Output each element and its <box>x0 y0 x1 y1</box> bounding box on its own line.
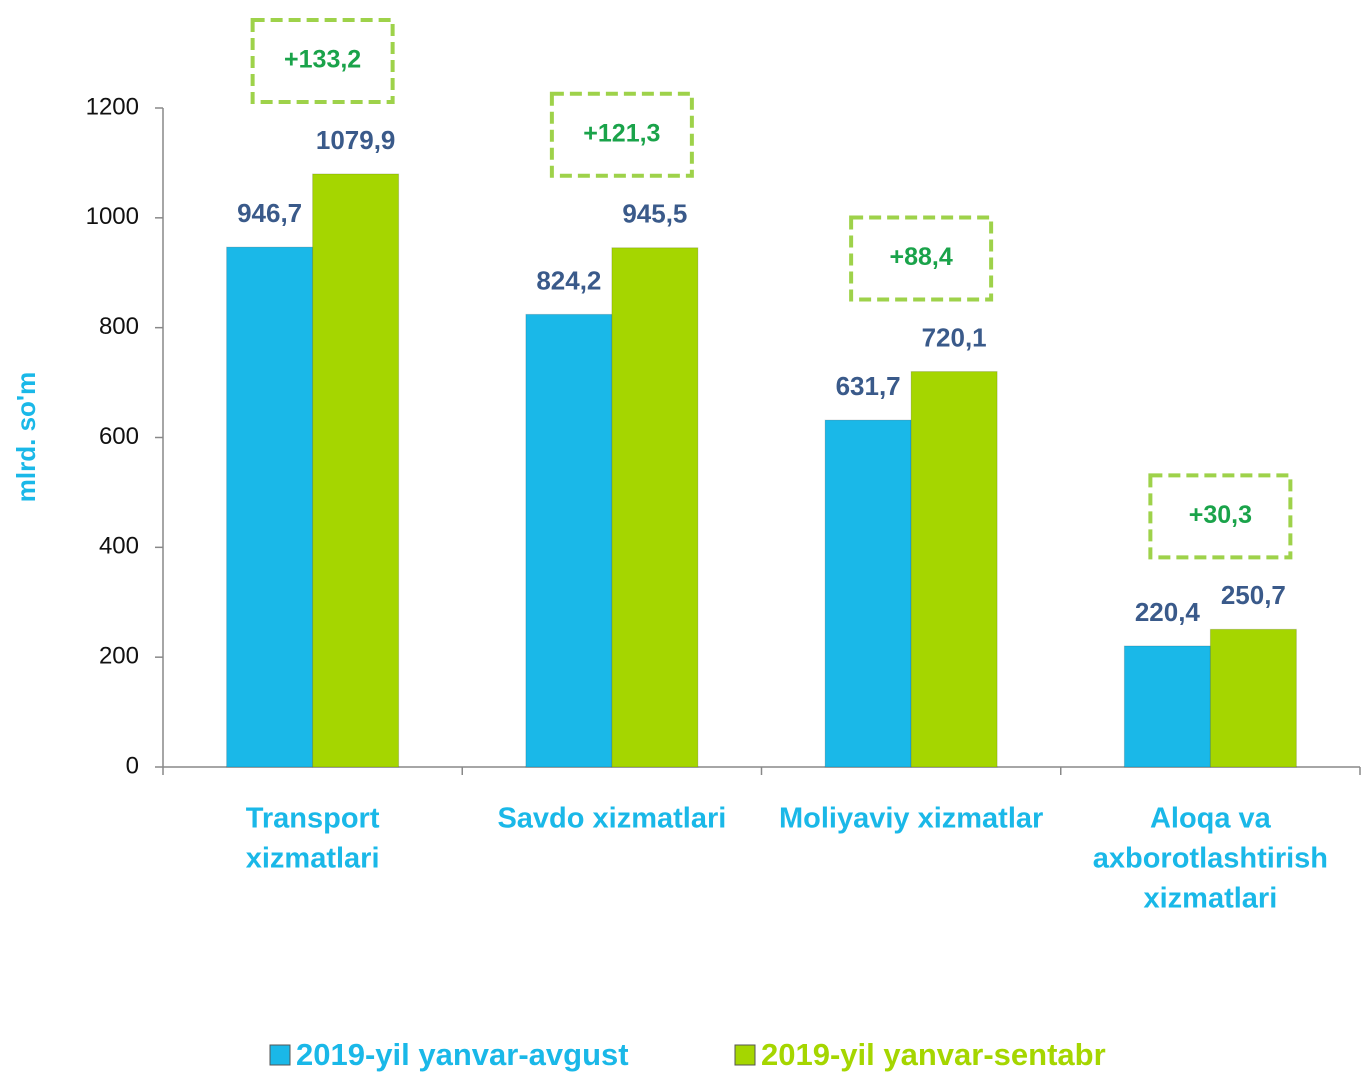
value-label: 631,7 <box>836 371 901 401</box>
annotation-box <box>250 17 395 104</box>
x-tick-label: xizmatlari <box>246 843 380 875</box>
value-label: 250,7 <box>1221 580 1286 610</box>
annotation: +121,3 <box>583 119 660 147</box>
annotation-box <box>1148 473 1293 560</box>
annotation: +133,2 <box>284 46 361 74</box>
bar <box>1209 628 1297 768</box>
bar <box>312 173 400 768</box>
y-tick-label: 800 <box>99 313 139 340</box>
x-tick-label: Transport <box>246 803 380 835</box>
x-tick-label: Moliyaviy xizmatlar <box>779 803 1043 835</box>
legend-label: 2019-yil yanvar-avgust <box>296 1037 629 1072</box>
y-tick-label: 200 <box>99 643 139 670</box>
y-tick-label: 0 <box>126 752 139 779</box>
bar <box>525 313 613 768</box>
annotation-box <box>849 215 994 302</box>
bar <box>1123 645 1211 768</box>
annotation: +88,4 <box>889 243 952 271</box>
bar <box>910 371 998 768</box>
bar <box>226 246 314 768</box>
legend-swatch <box>269 1044 291 1066</box>
x-tick-label: Aloqa va <box>1150 803 1272 835</box>
bar <box>824 419 912 768</box>
y-axis-label: mlrd. so'm <box>11 372 41 502</box>
value-label: 720,1 <box>922 322 987 352</box>
x-tick-label: axborotlashtirish <box>1093 843 1328 875</box>
x-tick-label: xizmatlari <box>1143 883 1277 915</box>
value-label: 946,7 <box>237 198 302 228</box>
y-tick-label: 600 <box>99 423 139 450</box>
bar <box>611 247 699 768</box>
value-label: 945,5 <box>622 199 687 229</box>
annotation: +30,3 <box>1189 501 1252 529</box>
x-tick-label: Savdo xizmatlari <box>497 803 726 835</box>
y-tick-label: 1200 <box>86 93 139 120</box>
legend-label: 2019-yil yanvar-sentabr <box>761 1037 1106 1072</box>
annotation-box <box>549 91 694 178</box>
value-label: 220,4 <box>1135 597 1201 627</box>
y-tick-label: 1000 <box>86 203 139 230</box>
value-label: 824,2 <box>536 265 601 295</box>
y-tick-label: 400 <box>99 533 139 560</box>
value-label: 1079,9 <box>316 125 396 155</box>
legend-swatch <box>734 1044 756 1066</box>
